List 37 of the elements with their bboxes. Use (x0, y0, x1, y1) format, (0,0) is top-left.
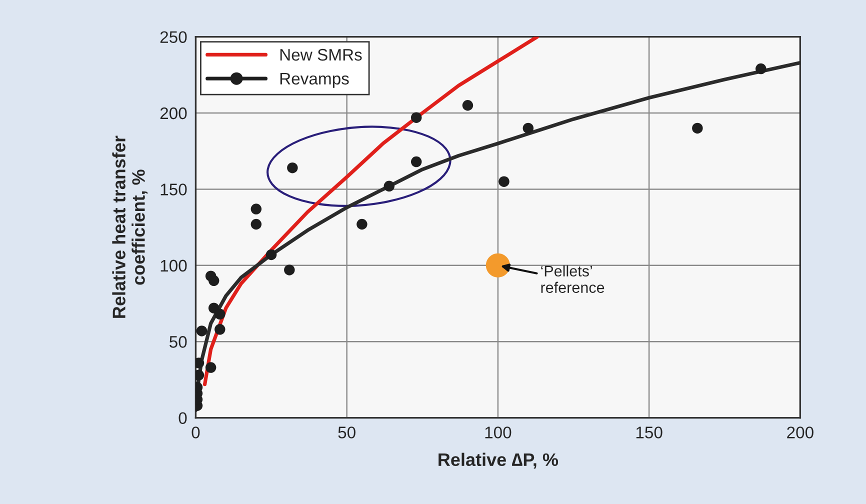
point (205, 362, 216, 373)
x-axis-title: Relative ∆P, % (438, 452, 558, 469)
annotation: ‘Pellets’ reference (541, 265, 604, 293)
point (356, 218, 368, 230)
legend-label: New SMRs (280, 48, 362, 61)
point (266, 249, 277, 260)
point (462, 100, 474, 111)
y-tick-label: 50 (170, 336, 187, 348)
point (208, 275, 220, 286)
point (384, 180, 395, 192)
point (284, 264, 295, 276)
y-tick-label: 200 (160, 107, 187, 120)
point (214, 308, 226, 320)
point (486, 253, 510, 278)
line-series (202, 36, 540, 386)
point (498, 176, 510, 187)
point (250, 218, 262, 230)
y-tick-label: 250 (160, 31, 187, 43)
point (756, 63, 766, 74)
x-tick-label: 150 (636, 426, 662, 438)
point (250, 204, 262, 214)
y-tick-label: 100 (160, 260, 187, 272)
point (287, 162, 298, 174)
y-tick-label: 150 (160, 184, 187, 196)
y-tick-label: 0 (178, 412, 187, 424)
point (214, 324, 226, 335)
point (410, 156, 422, 168)
point (410, 112, 422, 123)
x-tick-label: 0 (192, 426, 200, 438)
point (692, 122, 703, 134)
legend-label: Revamps (280, 72, 349, 88)
x-tick-label: 100 (485, 426, 512, 438)
y-axis-title: Relative heat transfer coefficient, % (112, 136, 148, 318)
point (196, 326, 208, 336)
point (522, 122, 534, 134)
x-tick-label: 50 (338, 426, 356, 438)
x-tick-label: 200 (787, 426, 814, 438)
